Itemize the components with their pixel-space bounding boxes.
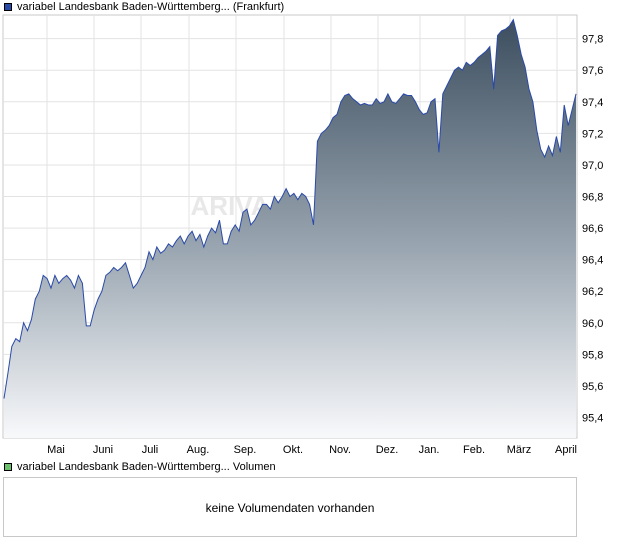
price-line	[3, 18, 577, 399]
price-legend: variabel Landesbank Baden-Württemberg...…	[4, 0, 284, 14]
x-tick-label: Nov.	[329, 444, 351, 456]
y-tick-label: 96,6	[582, 223, 603, 235]
y-tick-label: 95,6	[582, 381, 603, 393]
volume-legend-swatch	[4, 463, 12, 471]
y-tick-label: 97,0	[582, 160, 603, 172]
price-legend-swatch	[4, 3, 12, 11]
x-tick-label: Aug.	[187, 444, 210, 456]
x-tick-label: April	[555, 444, 577, 456]
y-tick-label: 96,4	[582, 255, 603, 267]
y-tick-label: 97,8	[582, 34, 603, 46]
x-tick-label: Jan.	[419, 444, 440, 456]
x-tick-label: Juli	[142, 444, 159, 456]
volume-panel: keine Volumendaten vorhanden	[3, 477, 577, 537]
y-tick-label: 97,2	[582, 128, 603, 140]
price-legend-label: variabel Landesbank Baden-Württemberg...…	[17, 1, 285, 13]
volume-legend-label: variabel Landesbank Baden-Württemberg...…	[17, 461, 276, 473]
y-tick-label: 97,4	[582, 97, 603, 109]
y-tick-label: 96,2	[582, 286, 603, 298]
y-tick-label: 96,0	[582, 318, 603, 330]
price-area	[4, 19, 576, 438]
x-tick-label: Mai	[47, 444, 65, 456]
y-tick-label: 95,4	[582, 412, 603, 424]
y-tick-label: 96,8	[582, 192, 603, 204]
x-tick-label: Feb.	[463, 444, 485, 456]
no-volume-message: keine Volumendaten vorhanden	[205, 501, 375, 515]
y-tick-label: 95,8	[582, 349, 603, 361]
x-tick-label: Juni	[93, 444, 113, 456]
x-tick-label: März	[507, 444, 531, 456]
y-tick-label: 97,6	[582, 65, 603, 77]
x-tick-label: Sep.	[234, 444, 257, 456]
volume-legend: variabel Landesbank Baden-Württemberg...…	[4, 460, 276, 474]
x-tick-label: Okt.	[283, 444, 303, 456]
x-tick-label: Dez.	[376, 444, 399, 456]
